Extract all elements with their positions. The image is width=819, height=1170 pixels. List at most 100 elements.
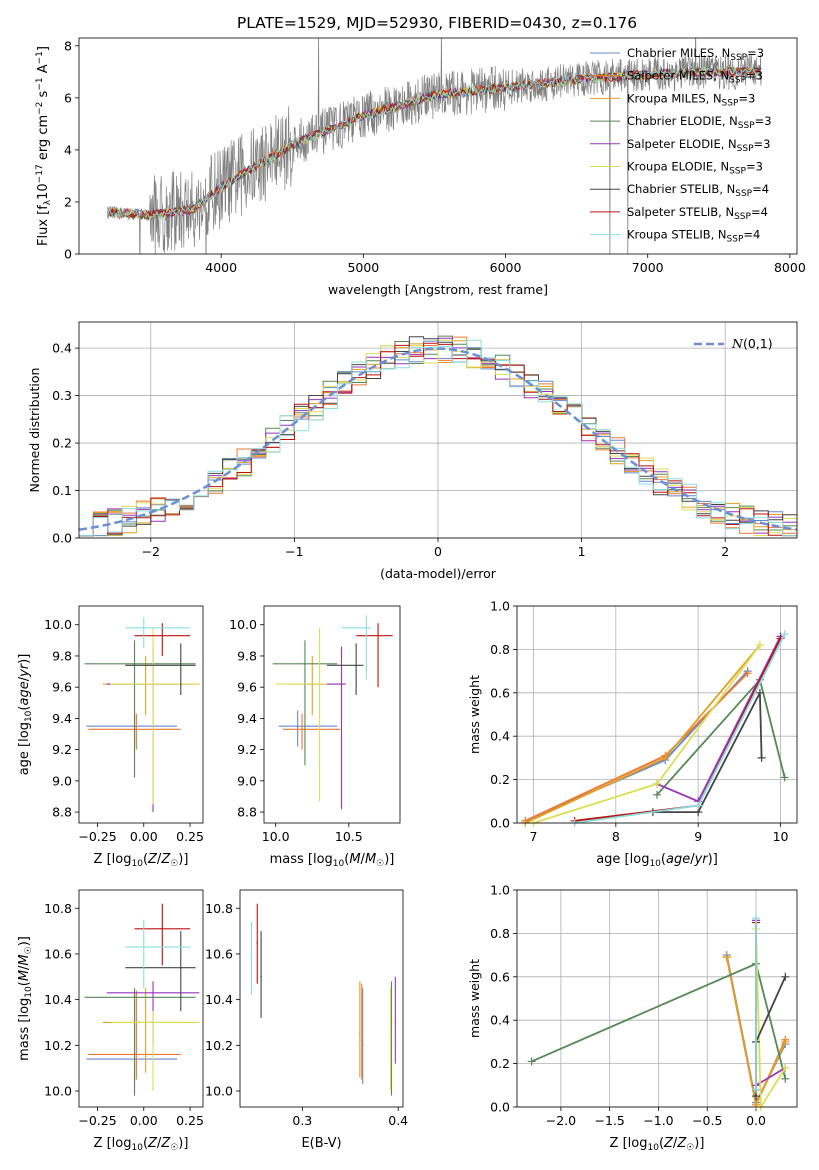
weight-marker-KroupaSTELIB (694, 801, 703, 810)
spectrum-legend: Chabrier MILES, NSSP=3 Salpeter MILES, NS… (590, 46, 772, 245)
y-tick-label: 9.4 (237, 711, 257, 726)
axes-mass_vs_Z: −0.25 0.00 0.25 10.0 10.2 10.4 10.6 10.8 Z [log1… (17, 889, 204, 1153)
weight-marker-KroupaMILES (661, 753, 670, 762)
y-axis-label: Normed distribution (27, 368, 42, 493)
legend-label-normal: N(0,1) (731, 336, 773, 351)
weight-marker-ChabrierELODIE (781, 1074, 790, 1083)
weight-marker-KroupaSTELIB (752, 1085, 761, 1094)
y-tick-label: 8 (64, 38, 72, 53)
x-tick-label: 2 (721, 544, 729, 559)
axes-frame (78, 321, 798, 539)
x-tick-label: 6000 (490, 260, 522, 275)
legend-label-ChabrierMILES: Chabrier MILES, NSSP=3 (627, 46, 764, 63)
y-tick-label: 0.8 (490, 642, 510, 657)
data-point-KroupaSTELIB (250, 957, 253, 960)
y-tick-label: 10.0 (44, 1084, 72, 1099)
y-tick-label: 10.4 (44, 992, 72, 1007)
legend-label-KroupaMILES: Kroupa MILES, NSSP=3 (627, 91, 755, 108)
data-point-ChabrierSTELIB (355, 664, 357, 667)
axes-frame (516, 889, 798, 1108)
axes-frame (78, 605, 204, 824)
axes-weight_vs_age: 7 8 9 10 0.0 0.2 0.4 0.6 0.8 1.0 age [log10(age/yr… (467, 599, 798, 869)
data-point-KroupaELODIE (389, 1033, 392, 1035)
x-tick-label: 0.00 (130, 1113, 158, 1128)
x-tick-label: 10.5 (335, 829, 363, 844)
data-point-KroupaELODIE (152, 1021, 154, 1024)
x-tick-label: 5000 (347, 260, 379, 275)
y-tick-label: 0.0 (52, 531, 72, 546)
axes-age_vs_Z: −0.25 0.00 0.25 8.8 9.0 9.2 9.4 9.6 9.8 10.0 Z [lo… (17, 605, 204, 869)
data-point-ChabrierMILES (361, 1044, 364, 1047)
axes-frame (516, 605, 798, 824)
x-tick-label: −0.25 (78, 829, 116, 844)
x-tick-label: 9 (694, 829, 702, 844)
y-tick-label: 0.6 (490, 969, 510, 984)
data-point-SalpeterELODIE (152, 991, 154, 994)
legend-label-SalpeterMILES: Salpeter MILES, NSSP=3 (627, 69, 763, 86)
weight-marker-KroupaELODIE (653, 779, 661, 788)
weight-marker-ChabrierSTELIB (757, 753, 766, 762)
x-axis-label: wavelength [Angstrom, rest frame] (328, 282, 548, 297)
y-tick-label: 9.2 (237, 742, 257, 757)
y-tick-label: 10.6 (44, 946, 72, 961)
data-point-KroupaSTELIB (365, 627, 368, 629)
x-tick-label: −2 (142, 544, 160, 559)
x-tick-label: −0.5 (692, 1113, 722, 1128)
x-axis-label: Z [log10(Z/Z☉)] (94, 852, 189, 869)
x-axis-label: (data-model)/error (380, 566, 497, 581)
x-tick-label: 7 (529, 829, 537, 844)
y-axis-label: Flux [fλ10−17 erg cm−2 s−1 A−1] (35, 46, 53, 246)
y-tick-label: 10.8 (44, 901, 72, 916)
data-point-SalpeterMILES (135, 1053, 138, 1056)
y-tick-label: 0.4 (490, 729, 510, 744)
x-tick-label: 0 (434, 544, 442, 559)
y-tick-label: 1.0 (490, 883, 510, 898)
y-tick-label: 10.0 (205, 1084, 233, 1099)
data-point-KroupaSTELIB (142, 627, 145, 629)
y-tick-label: 9.2 (52, 742, 72, 757)
y-tick-label: 0.1 (52, 483, 72, 498)
weight-marker-SalpeterMILES (743, 669, 752, 678)
y-axis-label: mass weight (467, 675, 482, 754)
y-tick-label: 0.2 (490, 772, 510, 787)
spectrum-plot-area (106, 38, 762, 254)
model-spectrum-line-SalpeterSTELIB (106, 66, 762, 221)
data-point-SalpeterSTELIB (161, 634, 164, 637)
y-tick-label: 0.4 (490, 1013, 510, 1028)
y-tick-label: 0.8 (490, 926, 510, 941)
y-tick-label: 8.8 (237, 805, 257, 820)
weight-marker-ChabrierELODIE (653, 790, 661, 799)
y-tick-label: 1.0 (490, 599, 510, 614)
y-tick-label: 10.2 (205, 1038, 233, 1053)
normal-distribution-curve (78, 347, 798, 531)
legend-label-SalpeterELODIE: Salpeter ELODIE, NSSP=3 (627, 137, 770, 154)
y-tick-label: 0.0 (490, 1100, 510, 1115)
axes-mass_vs_EBV: 0.3 0.4 10.0 10.2 10.4 10.6 10.8 E(B-V) (205, 889, 408, 1151)
y-tick-label: 10.8 (205, 901, 233, 916)
data-point-SalpeterMILES (360, 1039, 363, 1042)
x-tick-label: 0.3 (292, 1113, 312, 1128)
axes-frame (239, 889, 404, 1108)
x-axis-label: mass [log10(M/M☉)] (270, 852, 395, 869)
legend-label-ChabrierSTELIB: Chabrier STELIB, NSSP=4 (627, 182, 769, 199)
data-point-SalpeterSTELIB (161, 928, 164, 930)
data-point-SalpeterELODIE (394, 1021, 397, 1024)
y-tick-label: 10.6 (205, 946, 233, 961)
x-axis-label: age [log10(age/yr)] (596, 852, 718, 869)
x-tick-label: 10.0 (262, 829, 290, 844)
y-tick-label: 9.8 (52, 648, 72, 663)
y-tick-label: 9.6 (52, 680, 72, 695)
weight-marker-KroupaSTELIB (752, 914, 761, 923)
data-point-ChabrierELODIE (390, 1044, 393, 1047)
residuals-legend: N(0,1) (694, 336, 773, 351)
data-point-ChabrierSTELIB (260, 976, 262, 978)
weight-marker-KroupaMILES (752, 1100, 761, 1109)
x-tick-label: −1 (285, 544, 303, 559)
legend-label-ChabrierELODIE: Chabrier ELODIE, NSSP=3 (627, 114, 772, 131)
y-axis-label: mass weight (467, 959, 482, 1038)
x-tick-label: 8 (612, 829, 620, 844)
data-point-ChabrierELODIE (133, 996, 136, 999)
y-tick-label: 0.3 (52, 388, 72, 403)
y-tick-label: 6 (64, 90, 72, 105)
y-tick-label: 10.4 (205, 992, 233, 1007)
